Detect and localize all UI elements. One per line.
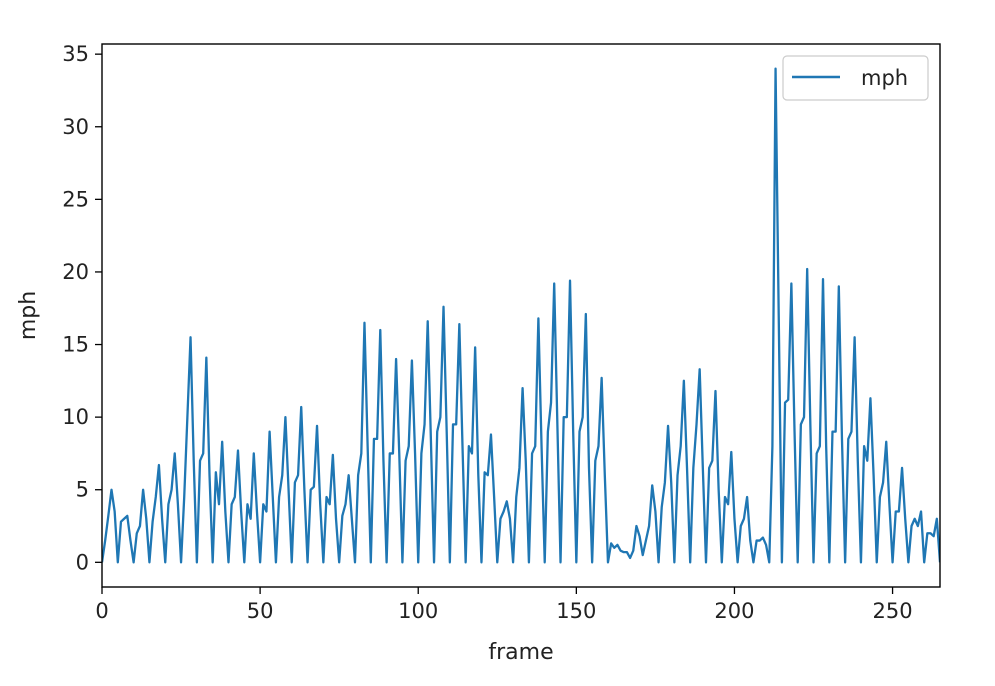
x-tick-label: 250	[873, 599, 913, 623]
y-tick-label: 0	[76, 550, 89, 574]
legend-label-mph: mph	[861, 66, 908, 90]
axis-ticks: 0 50 100 150 200 250 0 5 10 15 20 25 30 35	[62, 42, 912, 623]
x-tick-label: 0	[95, 599, 108, 623]
plot-area	[102, 67, 940, 564]
y-tick-label: 35	[62, 42, 89, 66]
x-tick-label: 200	[714, 599, 754, 623]
series-line-mph	[102, 67, 940, 564]
y-tick-label: 5	[76, 478, 89, 502]
x-axis-label: frame	[488, 640, 553, 665]
y-tick-label: 15	[62, 333, 89, 357]
x-tick-label: 150	[556, 599, 596, 623]
x-tick-label: 50	[247, 599, 274, 623]
legend: mph	[782, 55, 929, 101]
x-tick-label: 100	[398, 599, 438, 623]
legend-box	[782, 55, 929, 101]
y-tick-label: 20	[62, 260, 89, 284]
y-axis-label: mph	[16, 291, 41, 340]
y-tick-label: 30	[62, 115, 89, 139]
axes-frame	[101, 43, 941, 588]
y-tick-label: 10	[62, 405, 89, 429]
y-tick-label: 25	[62, 187, 89, 211]
